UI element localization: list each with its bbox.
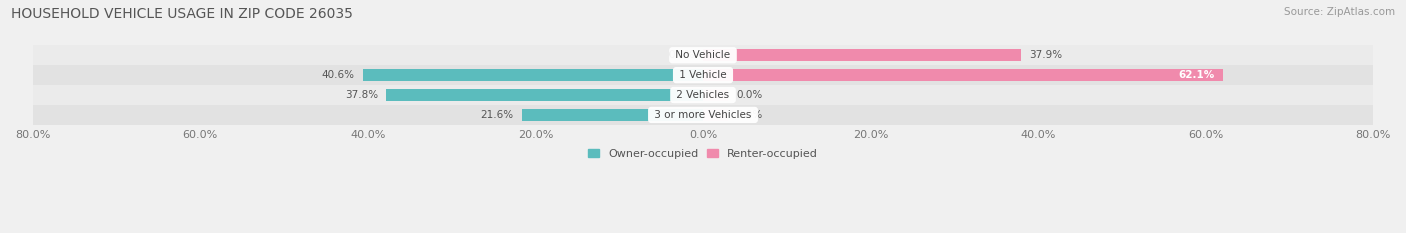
Bar [703, 49, 1021, 62]
Text: 2 Vehicles: 2 Vehicles [673, 90, 733, 100]
Bar [703, 109, 728, 121]
Text: 37.9%: 37.9% [1029, 50, 1062, 60]
Text: Source: ZipAtlas.com: Source: ZipAtlas.com [1284, 7, 1395, 17]
Text: 0.0%: 0.0% [668, 50, 695, 60]
Text: No Vehicle: No Vehicle [672, 50, 734, 60]
Text: HOUSEHOLD VEHICLE USAGE IN ZIP CODE 26035: HOUSEHOLD VEHICLE USAGE IN ZIP CODE 2603… [11, 7, 353, 21]
Text: 0.0%: 0.0% [737, 110, 763, 120]
Bar [32, 85, 1374, 105]
Bar [32, 45, 1374, 65]
Text: 3 or more Vehicles: 3 or more Vehicles [651, 110, 755, 120]
Bar [363, 69, 703, 81]
Bar [522, 109, 703, 121]
Text: 1 Vehicle: 1 Vehicle [676, 70, 730, 80]
Text: 40.6%: 40.6% [322, 70, 354, 80]
Bar [703, 89, 728, 101]
Text: 21.6%: 21.6% [481, 110, 513, 120]
Bar [387, 89, 703, 101]
Text: 0.0%: 0.0% [737, 90, 763, 100]
Text: 37.8%: 37.8% [344, 90, 378, 100]
Bar [703, 69, 1223, 81]
Legend: Owner-occupied, Renter-occupied: Owner-occupied, Renter-occupied [583, 144, 823, 163]
Text: 62.1%: 62.1% [1178, 70, 1215, 80]
Bar [32, 65, 1374, 85]
Bar [32, 105, 1374, 125]
